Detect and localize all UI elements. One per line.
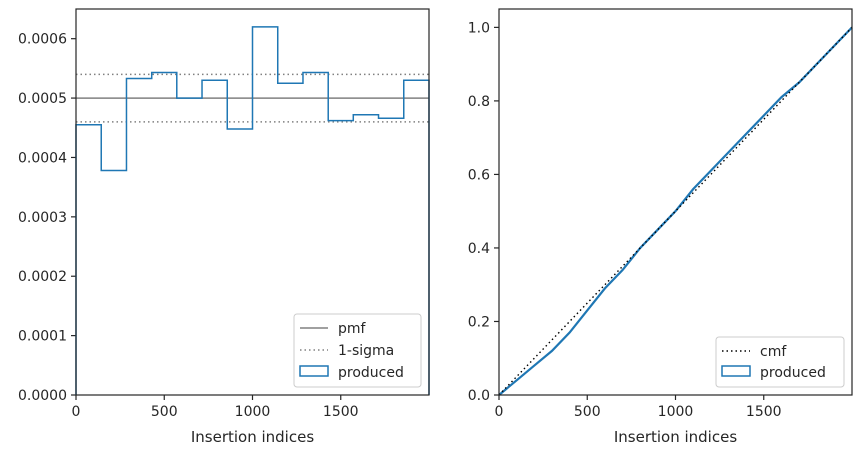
cmf-legend-box [715,336,845,388]
legend-cmf-produced-label: produced [760,365,826,381]
legend-produced-label: produced [338,365,404,381]
cmf-y-tick-label: 0.0 [468,388,490,404]
cmf-y-tick-label: 0.4 [468,241,490,257]
pmf-axes-frame [75,8,430,396]
legend-produced-swatch [299,365,329,377]
pmf-x-tick-label: 1500 [323,404,359,420]
pmf-y-tick-label: 0.0005 [18,91,67,107]
produced-cmf-line [498,26,853,396]
pmf-legend-box [293,313,422,388]
pmf-y-tick-label: 0.0004 [18,150,67,166]
legend-cmf-label: cmf [760,344,787,360]
cmf-legend: cmf produced [715,336,845,388]
pmf-y-tick-label: 0.0002 [18,269,67,285]
cmf-x-axis-label: Insertion indices [614,428,737,446]
cmf-y-tick-label: 0.2 [468,314,490,330]
cmf-x-tick-label: 1500 [746,404,782,420]
legend-cmf-produced-swatch [721,365,751,377]
pmf-x-tick-label: 500 [151,404,178,420]
cmf-y-tick-label: 1.0 [468,20,490,36]
pmf-x-tick-label: 0 [72,404,81,420]
cmf-lines-layer [498,26,853,396]
pmf-y-tick-label: 0.0001 [18,329,67,345]
pmf-x-axis-label: Insertion indices [191,428,314,446]
cmf-x-tick-label: 0 [495,404,504,420]
cmf-x-tick-label: 1000 [658,404,694,420]
legend-pmf-label: pmf [338,321,367,337]
cmf-axes-frame [498,8,853,396]
pmf-histogram-layer [75,26,430,395]
pmf-x-tick-label: 1000 [235,404,271,420]
cmf-axes-layer: 0 500 1000 1500 0.0 0.2 0.4 0.6 0.8 1.0 [468,20,782,420]
cmf-y-tick-label: 0.8 [468,94,490,110]
cmf-x-tick-label: 500 [574,404,601,420]
pmf-y-tick-label: 0.0006 [18,32,67,48]
legend-1-sigma-label: 1-sigma [338,343,394,359]
cmf-y-tick-label: 0.6 [468,167,490,183]
cmf-panel: 0 500 1000 1500 0.0 0.2 0.4 0.6 0.8 1.0 Insertion… [468,8,853,446]
pmf-histogram-panel: 0 500 1000 1500 0.0000 0.0001 0.0002 0.0003 0.00… [18,8,430,446]
pmf-axes-layer: 0 500 1000 1500 0.0000 0.0001 0.0002 0.0003 0.00… [18,32,359,420]
produced-histogram [75,26,430,395]
pmf-y-tick-label: 0.0003 [18,210,67,226]
pmf-legend: pmf 1-sigma produced [293,313,422,388]
pmf-y-tick-label: 0.0000 [18,388,67,404]
